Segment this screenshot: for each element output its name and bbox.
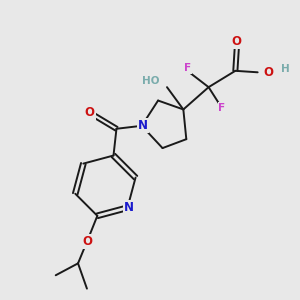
Text: N: N [138,119,148,132]
Text: N: N [124,201,134,214]
Text: F: F [184,63,191,73]
Text: HO: HO [142,76,160,86]
Text: H: H [281,64,290,74]
Text: F: F [218,103,226,113]
Text: O: O [82,235,92,248]
Text: O: O [263,66,273,79]
Text: O: O [232,34,242,48]
Text: O: O [85,106,95,119]
